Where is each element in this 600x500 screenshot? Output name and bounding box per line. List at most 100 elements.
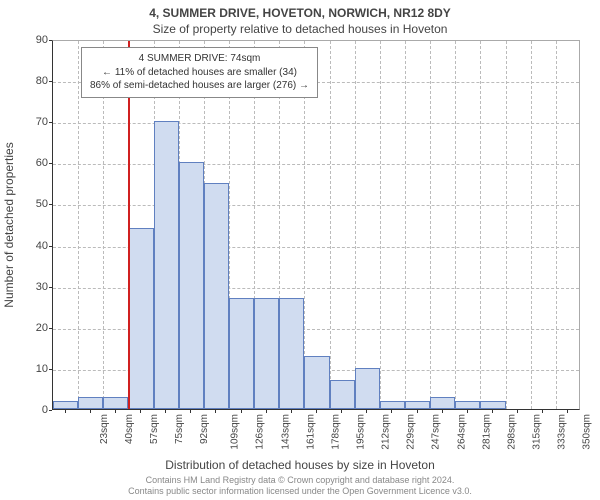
x-tick-mark <box>115 410 116 413</box>
grid-line-v <box>78 41 79 409</box>
x-tick-label: 212sqm <box>381 414 392 450</box>
x-tick-mark <box>190 410 191 413</box>
x-tick-mark <box>542 410 543 413</box>
y-tick-label: 40 <box>8 240 48 252</box>
y-tick-label: 50 <box>8 198 48 210</box>
y-tick-mark <box>49 410 52 411</box>
y-tick-label: 80 <box>8 75 48 87</box>
grid-line-v <box>556 41 557 409</box>
y-tick-label: 20 <box>8 322 48 334</box>
x-tick-label: 161sqm <box>305 414 316 450</box>
x-tick-label: 229sqm <box>406 414 417 450</box>
x-tick-mark <box>517 410 518 413</box>
x-tick-mark <box>215 410 216 413</box>
attribution-line2: Contains public sector information licen… <box>0 486 600 498</box>
callout-line3: 86% of semi-detached houses are larger (… <box>90 79 309 93</box>
x-tick-mark <box>90 410 91 413</box>
x-tick-mark <box>341 410 342 413</box>
histogram-bar <box>455 401 480 409</box>
grid-line-v <box>506 41 507 409</box>
grid-line-v <box>531 41 532 409</box>
y-tick-mark <box>49 204 52 205</box>
x-tick-label: 350sqm <box>582 414 593 450</box>
x-tick-label: 281sqm <box>481 414 492 450</box>
grid-line-v <box>480 41 481 409</box>
grid-line-v <box>430 41 431 409</box>
y-tick-mark <box>49 246 52 247</box>
grid-line-h <box>53 205 579 206</box>
grid-line-h <box>53 164 579 165</box>
x-tick-mark <box>140 410 141 413</box>
x-tick-label: 333sqm <box>557 414 568 450</box>
x-tick-label: 126sqm <box>255 414 266 450</box>
x-tick-label: 57sqm <box>149 414 160 444</box>
histogram-bar <box>304 356 329 409</box>
y-tick-mark <box>49 163 52 164</box>
chart-title-address: 4, SUMMER DRIVE, HOVETON, NORWICH, NR12 … <box>0 0 600 20</box>
chart-container: 4, SUMMER DRIVE, HOVETON, NORWICH, NR12 … <box>0 0 600 500</box>
grid-line-h <box>53 123 579 124</box>
x-tick-mark <box>417 410 418 413</box>
plot-area: 4 SUMMER DRIVE: 74sqm← 11% of detached h… <box>52 40 580 410</box>
x-tick-label: 298sqm <box>506 414 517 450</box>
x-tick-label: 40sqm <box>124 414 135 444</box>
y-tick-mark <box>49 81 52 82</box>
callout-line1: 4 SUMMER DRIVE: 74sqm <box>90 52 309 66</box>
histogram-bar <box>78 397 103 409</box>
x-tick-label: 315sqm <box>532 414 543 450</box>
x-tick-label: 23sqm <box>99 414 110 444</box>
x-tick-mark <box>316 410 317 413</box>
y-tick-mark <box>49 40 52 41</box>
histogram-bar <box>405 401 430 409</box>
x-tick-label: 143sqm <box>280 414 291 450</box>
y-tick-mark <box>49 328 52 329</box>
x-tick-mark <box>567 410 568 413</box>
callout-line2: ← 11% of detached houses are smaller (34… <box>90 66 309 80</box>
x-tick-label: 75sqm <box>174 414 185 444</box>
histogram-bar <box>355 368 380 409</box>
callout-box: 4 SUMMER DRIVE: 74sqm← 11% of detached h… <box>81 47 318 98</box>
x-tick-label: 178sqm <box>330 414 341 450</box>
histogram-bar <box>179 162 204 409</box>
histogram-bar <box>430 397 455 409</box>
grid-line-v <box>330 41 331 409</box>
y-tick-mark <box>49 369 52 370</box>
y-tick-label: 90 <box>8 34 48 46</box>
histogram-bar <box>53 401 78 409</box>
grid-line-v <box>405 41 406 409</box>
grid-line-v <box>455 41 456 409</box>
x-tick-label: 247sqm <box>431 414 442 450</box>
y-tick-mark <box>49 287 52 288</box>
histogram-bar <box>204 183 229 409</box>
histogram-bar <box>330 380 355 409</box>
x-tick-mark <box>366 410 367 413</box>
x-tick-mark <box>65 410 66 413</box>
y-tick-mark <box>49 122 52 123</box>
chart-subtitle: Size of property relative to detached ho… <box>0 20 600 36</box>
grid-line-v <box>380 41 381 409</box>
y-tick-label: 10 <box>8 363 48 375</box>
attribution-text: Contains HM Land Registry data © Crown c… <box>0 475 600 498</box>
x-axis-label: Distribution of detached houses by size … <box>0 458 600 472</box>
x-tick-label: 264sqm <box>456 414 467 450</box>
histogram-bar <box>103 397 128 409</box>
x-tick-label: 109sqm <box>230 414 241 450</box>
y-tick-label: 70 <box>8 116 48 128</box>
x-tick-label: 92sqm <box>199 414 210 444</box>
x-tick-mark <box>165 410 166 413</box>
y-tick-label: 60 <box>8 157 48 169</box>
histogram-bar <box>380 401 405 409</box>
x-tick-mark <box>266 410 267 413</box>
histogram-bar <box>154 121 179 409</box>
y-tick-label: 30 <box>8 281 48 293</box>
x-tick-mark <box>291 410 292 413</box>
x-tick-mark <box>442 410 443 413</box>
histogram-bar <box>279 298 304 409</box>
histogram-bar <box>480 401 505 409</box>
x-tick-label: 195sqm <box>356 414 367 450</box>
y-tick-label: 0 <box>8 404 48 416</box>
histogram-bar <box>128 228 153 409</box>
x-tick-mark <box>492 410 493 413</box>
histogram-bar <box>229 298 254 409</box>
x-tick-mark <box>241 410 242 413</box>
